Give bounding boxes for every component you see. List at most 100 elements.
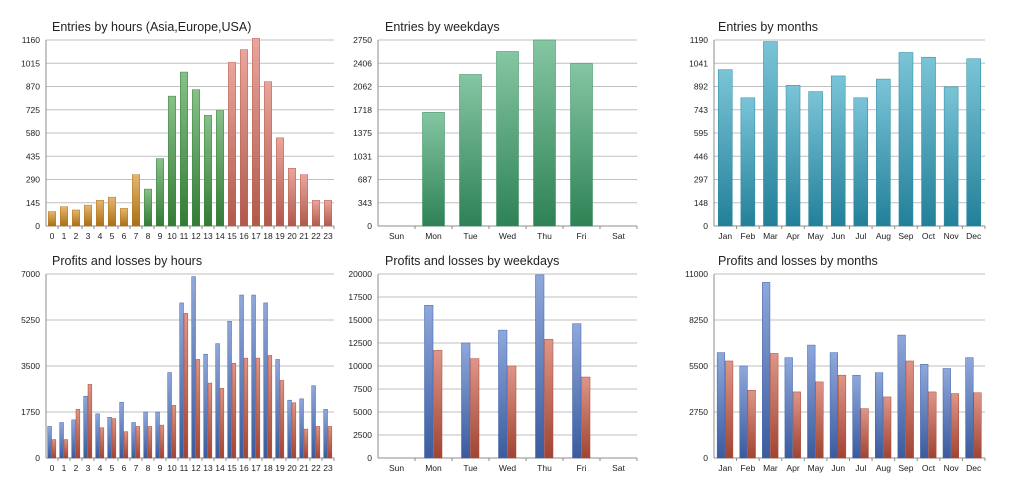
bar-losses-Jul: [860, 408, 869, 459]
bar-Oct: [921, 56, 936, 227]
x-tick-label: Sep: [898, 463, 913, 473]
y-tick-label: 1190: [690, 35, 709, 45]
y-tick-label: 870: [26, 82, 40, 92]
x-tick-label: 6: [122, 231, 127, 241]
bar-10: [168, 95, 176, 227]
bar-losses-Jun: [837, 374, 847, 459]
y-tick-label: 2750: [353, 35, 372, 45]
x-tick-label: 10: [167, 231, 177, 241]
bar-losses-Mar: [770, 353, 779, 459]
bar-losses-10: [171, 405, 177, 459]
bar-5: [108, 196, 116, 227]
chart-title: Profits and losses by hours: [52, 254, 202, 268]
bar-profits-0: [47, 426, 52, 459]
x-tick-label: Oct: [922, 463, 936, 473]
bar-losses-11: [183, 313, 189, 459]
bar-17: [252, 38, 260, 227]
bar-profits-Mar: [762, 282, 771, 459]
y-tick-label: 148: [694, 198, 708, 208]
bar-profits-May: [807, 344, 816, 459]
bar-losses-8: [147, 426, 153, 459]
bar-6: [120, 208, 128, 227]
y-tick-label: 0: [35, 453, 40, 463]
bar-losses-Jan: [725, 360, 734, 459]
y-tick-label: 725: [26, 105, 40, 115]
x-tick-label: 1: [62, 231, 67, 241]
bar-losses-3: [87, 384, 93, 459]
y-tick-label: 0: [367, 221, 372, 231]
x-tick-label: Wed: [499, 463, 517, 473]
x-tick-label: 18: [263, 463, 273, 473]
x-tick-label: Sat: [612, 463, 625, 473]
bar-19: [276, 137, 284, 227]
x-tick-label: Feb: [741, 463, 756, 473]
x-tick-label: Oct: [922, 231, 936, 241]
x-tick-label: May: [808, 231, 825, 241]
x-tick-label: 11: [180, 231, 189, 241]
x-tick-label: 19: [275, 231, 285, 241]
x-tick-label: Apr: [786, 231, 799, 241]
bar-13: [204, 115, 212, 227]
bar-9: [156, 158, 164, 227]
entries-by-weekdays-chart: Entries by weekdays 0 343 687 1031 1375 1718 20…: [353, 20, 638, 241]
x-tick-label: Nov: [944, 463, 960, 473]
bar-losses-Tue: [470, 358, 480, 459]
y-tick-label: 435: [26, 151, 40, 161]
bar-23: [324, 200, 332, 227]
x-tick-label: Nov: [944, 231, 960, 241]
x-tick-label: Thu: [537, 231, 552, 241]
x-tick-label: Jul: [855, 463, 866, 473]
x-tick-label: 13: [203, 463, 213, 473]
y-tick-label: 0: [367, 453, 372, 463]
y-tick-label: 3500: [21, 361, 40, 371]
bar-profits-Jan: [716, 352, 726, 459]
x-tick-label: Aug: [876, 231, 891, 241]
bar-profits-4: [95, 413, 100, 459]
x-tick-label: Jun: [831, 463, 845, 473]
bar-profits-Oct: [920, 364, 929, 459]
x-tick-label: 18: [263, 231, 273, 241]
y-tick-label: 11000: [685, 269, 708, 279]
x-tick-label: 0: [50, 231, 55, 241]
bar-Jun: [830, 75, 846, 227]
bar-Thu: [533, 39, 556, 227]
bar-14: [216, 110, 224, 227]
bar-22: [312, 200, 320, 227]
x-tick-label: Tue: [463, 231, 478, 241]
x-tick-label: 5: [110, 231, 115, 241]
y-tick-label: 7000: [21, 269, 40, 279]
bar-1: [60, 206, 68, 227]
x-tick-label: 22: [311, 231, 321, 241]
y-tick-label: 1015: [21, 58, 40, 68]
bar-losses-7: [135, 426, 141, 459]
y-tick-label: 743: [694, 105, 708, 115]
y-tick-label: 446: [694, 151, 708, 161]
x-tick-label: 9: [158, 231, 163, 241]
bar-profits-Aug: [874, 372, 884, 459]
x-tick-label: 22: [311, 463, 321, 473]
x-tick-label: Jan: [718, 231, 732, 241]
bar-losses-21: [303, 428, 309, 459]
bar-losses-Dec: [973, 392, 982, 459]
bar-losses-Mon: [433, 350, 443, 459]
x-tick-label: 0: [50, 463, 55, 473]
x-tick-label: Sat: [612, 231, 625, 241]
x-tick-label: 5: [110, 463, 115, 473]
bar-profits-14: [215, 343, 220, 459]
bar-0: [48, 211, 56, 227]
x-tick-label: 6: [122, 463, 127, 473]
bar-losses-16: [243, 357, 249, 459]
bar-profits-15: [227, 321, 232, 459]
x-tick-label: 8: [146, 231, 151, 241]
bar-Aug: [876, 78, 891, 227]
x-tick-label: 7: [134, 231, 139, 241]
x-tick-label: 16: [239, 231, 249, 241]
y-tick-label: 595: [694, 128, 708, 138]
x-tick-label: 11: [180, 463, 189, 473]
y-tick-label: 17500: [348, 292, 372, 302]
bar-losses-20: [291, 402, 297, 459]
bar-losses-Apr: [792, 391, 801, 459]
y-tick-label: 5250: [21, 315, 40, 325]
bar-profits-Apr: [784, 357, 793, 459]
